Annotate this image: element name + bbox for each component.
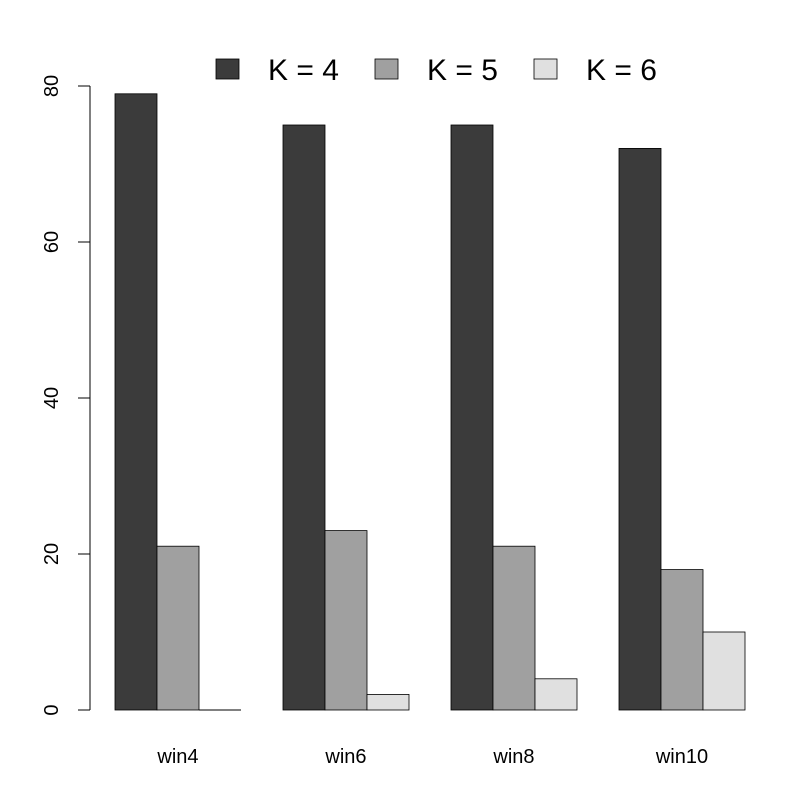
bar-win4-0	[114, 93, 158, 711]
bar-win6-0	[282, 124, 326, 711]
x-tick-label: win8	[492, 746, 534, 768]
bar-win6-2	[366, 694, 410, 711]
bars	[114, 93, 746, 711]
y-tick-label: 80	[41, 75, 63, 97]
legend-label-0: K = 4	[268, 54, 339, 87]
y-tick-label: 0	[41, 704, 63, 715]
x-tick-label: win6	[324, 746, 366, 768]
bar-win8-2	[534, 678, 578, 711]
bar-win10-1	[660, 569, 704, 711]
x-tick-label: win10	[655, 746, 708, 768]
bar-win10-0	[618, 147, 662, 711]
legend-label-1: K = 5	[427, 54, 498, 87]
y-tick-label: 20	[41, 543, 63, 565]
bar-win6-1	[324, 530, 368, 711]
legend-swatch-2	[533, 58, 558, 80]
legend-swatch-0	[215, 58, 240, 80]
y-tick-label: 60	[41, 231, 63, 253]
x-axis-labels: win4 win6 win8 win10	[156, 746, 708, 768]
legend: K = 4 K = 5 K = 6	[215, 54, 657, 87]
y-axis: 0 20 40 60 80	[41, 75, 91, 716]
bar-win8-0	[450, 124, 494, 711]
legend-swatch-1	[374, 58, 399, 80]
bar-win4-1	[156, 545, 200, 711]
legend-label-2: K = 6	[586, 54, 657, 87]
y-tick-label: 40	[41, 387, 63, 409]
x-tick-label: win4	[156, 746, 198, 768]
bar-win8-1	[492, 545, 536, 711]
bar-win10-2	[702, 631, 746, 711]
